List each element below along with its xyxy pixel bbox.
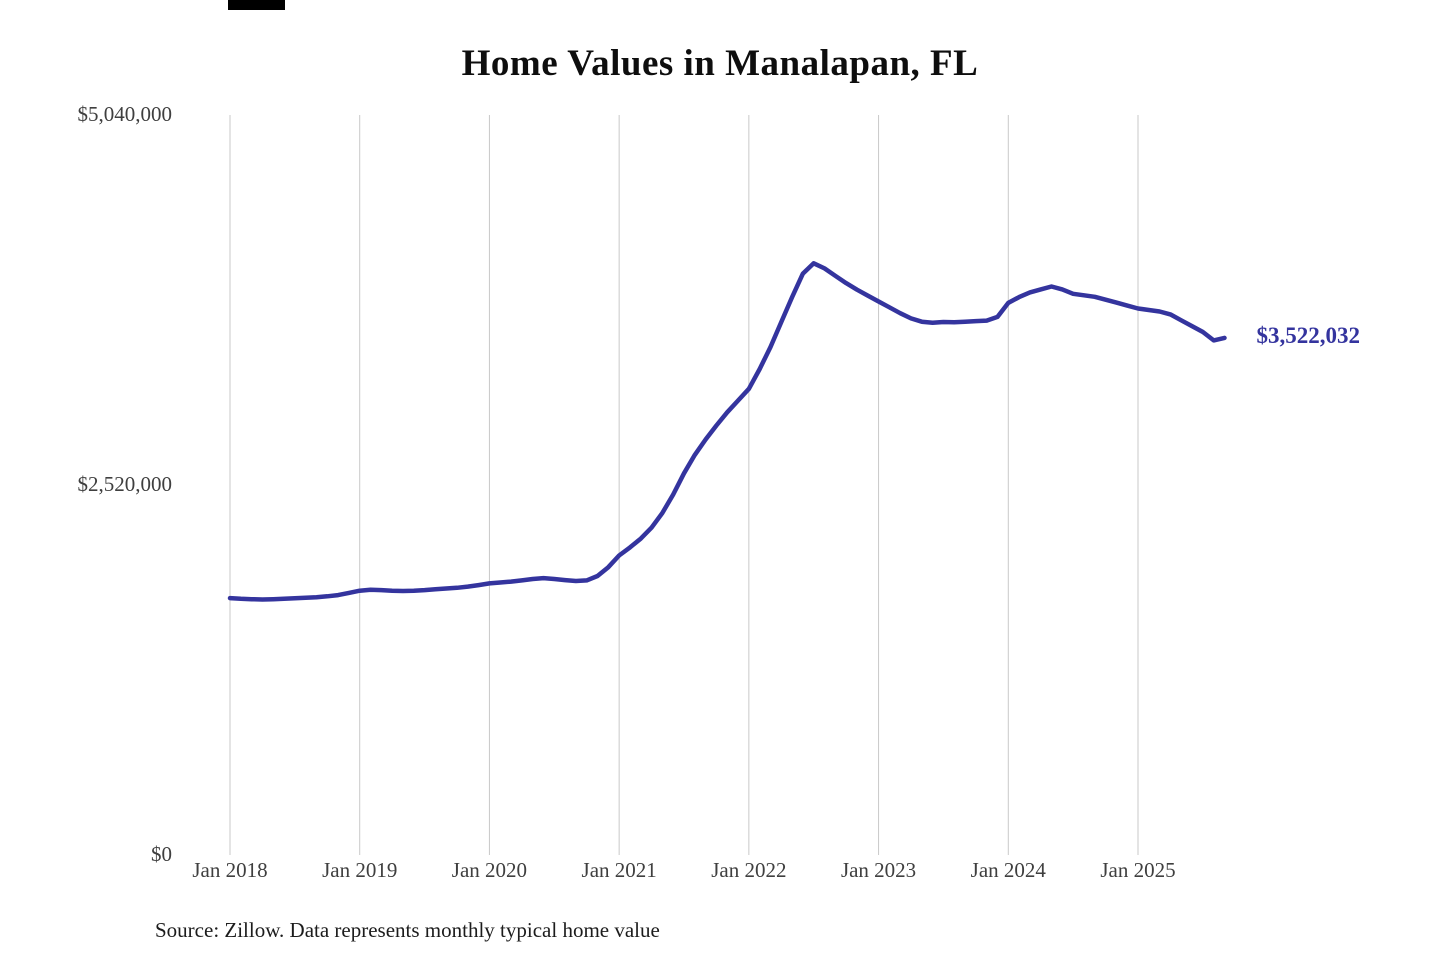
end-value-label: $3,522,032 <box>1256 322 1360 348</box>
screenshot-top-artifact <box>228 0 285 10</box>
x-axis-tick-label: Jan 2018 <box>192 858 268 882</box>
x-axis-tick-label: Jan 2024 <box>970 858 1046 882</box>
x-axis-tick-label: Jan 2021 <box>581 858 657 882</box>
x-axis-tick-label: Jan 2023 <box>840 858 917 882</box>
y-axis-tick-label: $2,520,000 <box>77 472 173 496</box>
x-axis-tick-label: Jan 2019 <box>322 858 398 882</box>
y-axis-tick-label: $5,040,000 <box>77 102 173 126</box>
y-axis-tick-label: $0 <box>151 842 172 866</box>
x-axis-tick-label: Jan 2020 <box>451 858 528 882</box>
home-value-line <box>227 261 1227 602</box>
x-axis-tick-label: Jan 2022 <box>711 858 787 882</box>
source-note: Source: Zillow. Data represents monthly … <box>155 918 660 942</box>
chart-title: Home Values in Manalapan, FL <box>461 43 979 84</box>
x-axis-tick-label: Jan 2025 <box>1100 858 1176 882</box>
